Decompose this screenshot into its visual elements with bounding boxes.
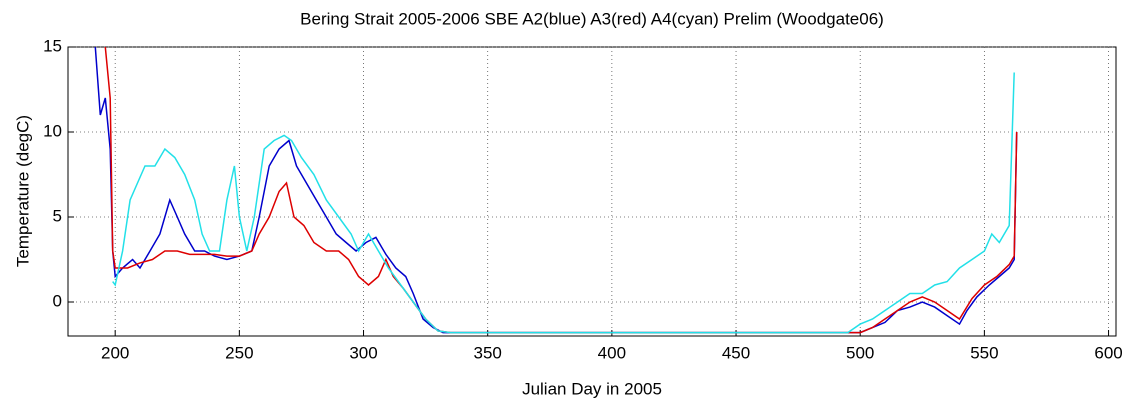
- y-tick-label: 10: [43, 121, 62, 140]
- series-line: [94, 47, 1018, 334]
- x-tick-label: 550: [970, 343, 998, 362]
- chart-title: Bering Strait 2005-2006 SBE A2(blue) A3(…: [300, 9, 884, 28]
- x-axis-label: Julian Day in 2005: [522, 379, 662, 398]
- x-tick-label: 200: [101, 343, 129, 362]
- x-tick-label: 300: [349, 343, 377, 362]
- x-tick-label: 600: [1094, 343, 1122, 362]
- y-axis-label: Temperature (degC): [13, 115, 32, 267]
- y-tick-label: 0: [53, 291, 62, 310]
- series-line: [112, 72, 1015, 334]
- x-tick-label: 500: [846, 343, 874, 362]
- x-tick-label: 400: [598, 343, 626, 362]
- x-tick-label: 350: [474, 343, 502, 362]
- y-tick-label: 5: [53, 206, 62, 225]
- x-tick-label: 450: [722, 343, 750, 362]
- x-tick-label: 250: [225, 343, 253, 362]
- plot-area: [67, 46, 1117, 337]
- y-tick-label: 15: [43, 36, 62, 55]
- series-line: [104, 47, 1018, 334]
